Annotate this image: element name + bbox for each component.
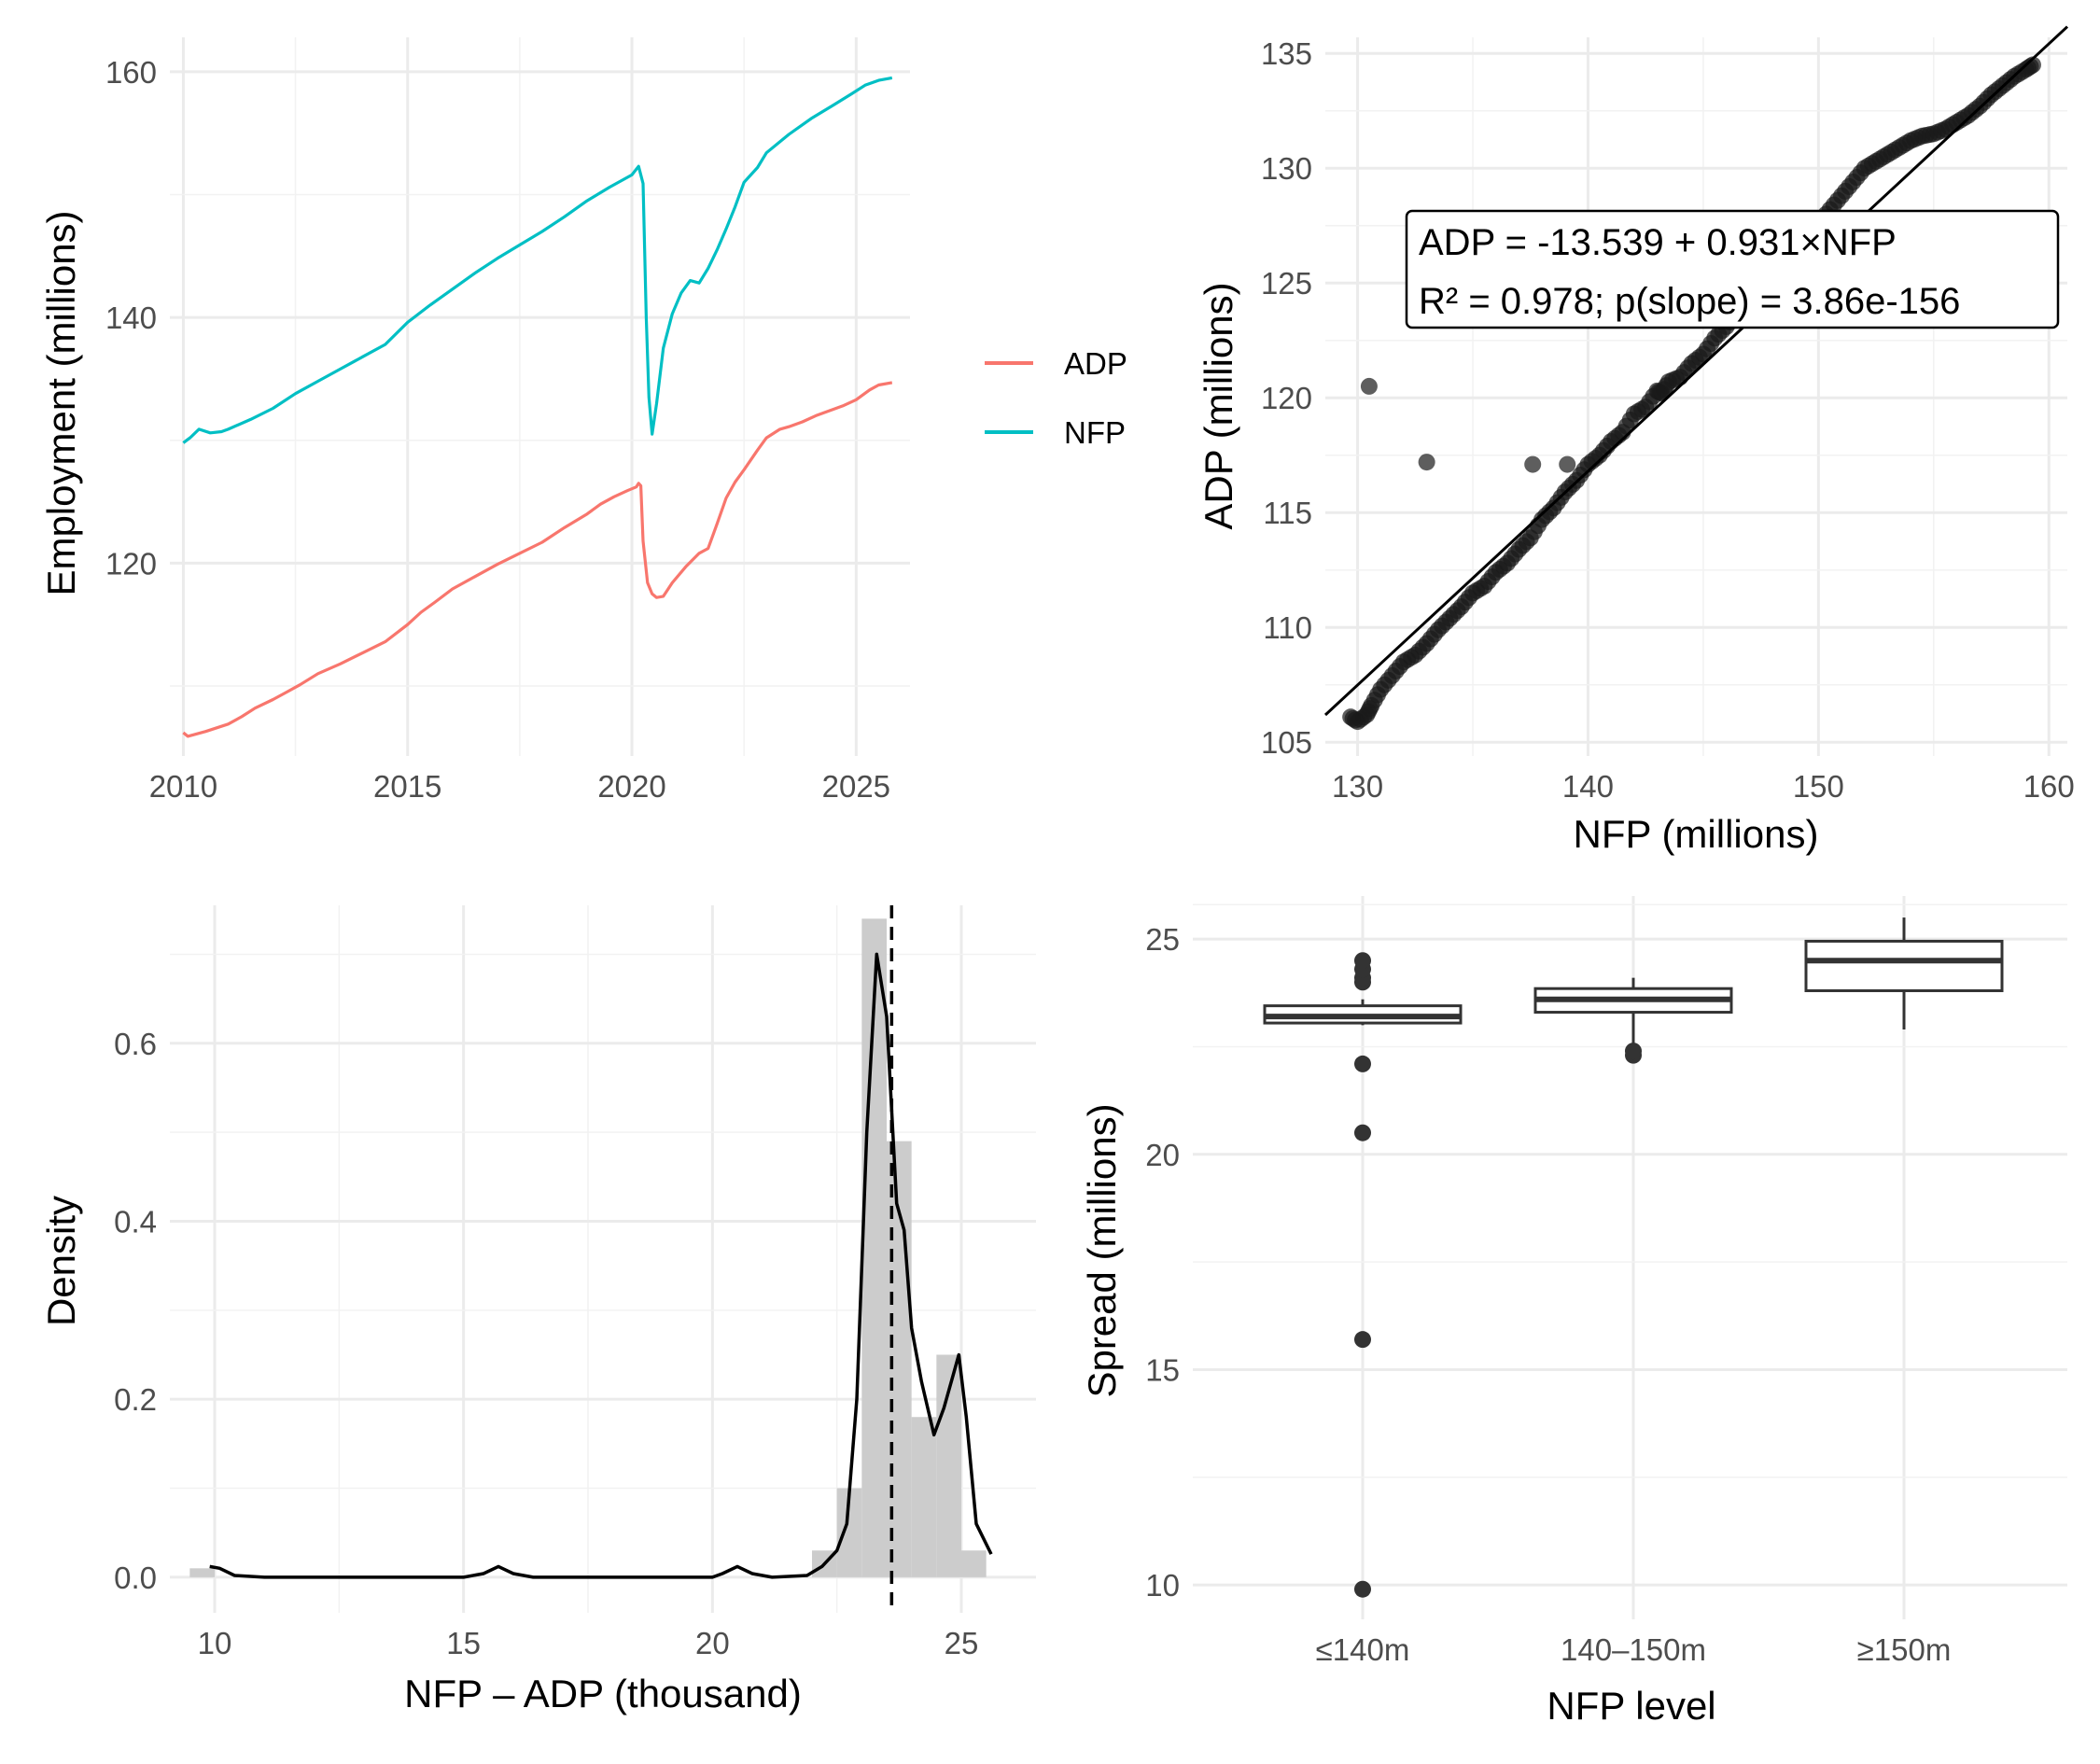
y-tick-label: 135 <box>1261 36 1312 71</box>
y-tick-label: 25 <box>1145 922 1180 957</box>
x-tick-label: ≥150m <box>1857 1632 1952 1667</box>
box-outlier-point <box>1354 1580 1371 1598</box>
x-tick-label: 150 <box>1793 769 1844 804</box>
x-tick-label: 10 <box>198 1626 232 1660</box>
y-tick-label: 130 <box>1261 151 1312 186</box>
boxplot-x-axis-title: NFP level <box>1547 1684 1715 1728</box>
y-tick-label: 120 <box>1261 381 1312 415</box>
y-tick-label: 125 <box>1261 266 1312 301</box>
boxplot-boxes <box>1263 917 2004 1598</box>
boxplot-y-axis-title: Spread (millions) <box>1080 1103 1124 1397</box>
box-2 <box>1804 917 2004 1030</box>
series-line-adp <box>182 381 893 738</box>
x-tick-label: 130 <box>1332 769 1383 804</box>
scatter-point <box>2023 56 2041 74</box>
scatter-y-ticks: 105 110 115 120 125 130 135 <box>1261 36 1312 760</box>
density-y-axis-title: Density <box>39 1196 83 1326</box>
regression-line <box>1323 25 2069 717</box>
x-tick-label: 140–150m <box>1561 1632 1706 1667</box>
x-tick-label: 15 <box>446 1626 481 1660</box>
annotation-line-r2: R² = 0.978; p(slope) = 3.86e-156 <box>1419 281 1960 322</box>
y-tick-label: 0.2 <box>114 1382 157 1417</box>
annotation-box <box>1405 209 2060 329</box>
scatter-y-axis-title: ADP (millions) <box>1197 282 1240 529</box>
scatter-gridlines <box>1325 37 2067 756</box>
x-tick-label: 2020 <box>597 769 665 804</box>
box-0 <box>1263 952 1463 1598</box>
scatter-outlier-point <box>1418 454 1435 471</box>
histogram-bar <box>961 1550 987 1577</box>
timeseries-y-axis-title: Employment (millions) <box>39 210 83 595</box>
box-outlier-point <box>1354 1055 1371 1072</box>
y-tick-label: 140 <box>105 301 157 335</box>
x-tick-label: 2015 <box>373 769 441 804</box>
boxplot-panel: ≤140m 140–150m ≥150m 10 15 20 25 NFP level Sp… <box>1080 896 2067 1728</box>
scatter-outlier-point <box>1524 455 1542 473</box>
y-tick-label: 15 <box>1145 1352 1180 1387</box>
scatter-outlier-point <box>1360 377 1378 395</box>
timeseries-legend: ADP NFP <box>985 346 1127 450</box>
density-x-ticks: 10 15 20 25 <box>198 1626 979 1660</box>
timeseries-panel: 2010 2015 2020 2025 120 140 160 Employment (m… <box>39 37 1127 804</box>
density-y-ticks: 0.0 0.2 0.4 0.6 <box>114 1027 157 1595</box>
scatter-outlier-point <box>1559 455 1576 473</box>
box-outlier-point <box>1354 1331 1371 1349</box>
x-tick-label: 2010 <box>149 769 217 804</box>
x-tick-label: 140 <box>1562 769 1614 804</box>
y-tick-label: 0.4 <box>114 1204 157 1239</box>
histogram-bar <box>911 1417 937 1577</box>
x-tick-label: 25 <box>945 1626 979 1660</box>
y-tick-label: 20 <box>1145 1138 1180 1172</box>
scatter-x-axis-title: NFP (millions) <box>1574 812 1819 856</box>
box-outlier-point <box>1354 952 1371 970</box>
x-tick-label: ≤140m <box>1316 1632 1410 1667</box>
y-tick-label: 0.0 <box>114 1561 157 1595</box>
box-outlier-point <box>1354 1124 1371 1141</box>
timeseries-lines <box>182 76 893 738</box>
scatter-x-ticks: 130 140 150 160 <box>1332 769 2075 804</box>
histogram-bar <box>189 1568 215 1577</box>
box-iqr <box>1804 939 2004 992</box>
x-tick-label: 2025 <box>822 769 890 804</box>
boxplot-x-ticks: ≤140m 140–150m ≥150m <box>1316 1632 1952 1667</box>
scatter-fit-line <box>1323 25 2069 717</box>
y-tick-label: 110 <box>1263 610 1312 645</box>
y-tick-label: 160 <box>105 55 157 90</box>
timeseries-y-ticks: 120 140 160 <box>105 55 157 581</box>
box-outlier-point <box>1625 1043 1642 1060</box>
legend-label-nfp: NFP <box>1064 415 1126 450</box>
timeseries-x-ticks: 2010 2015 2020 2025 <box>149 769 890 804</box>
histogram-bar <box>861 918 887 1577</box>
density-curve-line <box>209 952 993 1579</box>
legend-label-adp: ADP <box>1064 346 1127 381</box>
series-line-nfp <box>182 76 893 444</box>
y-tick-label: 0.6 <box>114 1027 157 1061</box>
x-tick-label: 20 <box>695 1626 730 1660</box>
y-tick-label: 120 <box>105 546 157 581</box>
x-tick-label: 160 <box>2023 769 2075 804</box>
density-histogram <box>189 918 987 1577</box>
density-curve <box>209 952 993 1579</box>
density-panel: 10 15 20 25 0.0 0.2 0.4 0.6 NFP – ADP (thousan… <box>39 905 1036 1715</box>
y-tick-label: 115 <box>1263 496 1312 530</box>
density-x-axis-title: NFP – ADP (thousand) <box>404 1672 802 1715</box>
y-tick-label: 105 <box>1261 725 1312 760</box>
y-tick-label: 10 <box>1145 1568 1180 1603</box>
box-1 <box>1533 977 1733 1064</box>
scatter-points <box>1342 56 2041 731</box>
annotation-line-equation: ADP = -13.539 + 0.931×NFP <box>1419 222 1897 263</box>
timeseries-gridlines <box>170 37 910 756</box>
scatter-panel: 130 140 150 160 105 110 115 120 125 130 135 ADP =… <box>1197 25 2075 856</box>
boxplot-y-ticks: 10 15 20 25 <box>1145 922 1180 1603</box>
fit-annotation: ADP = -13.539 + 0.931×NFP R² = 0.978; p(… <box>1405 209 2060 329</box>
